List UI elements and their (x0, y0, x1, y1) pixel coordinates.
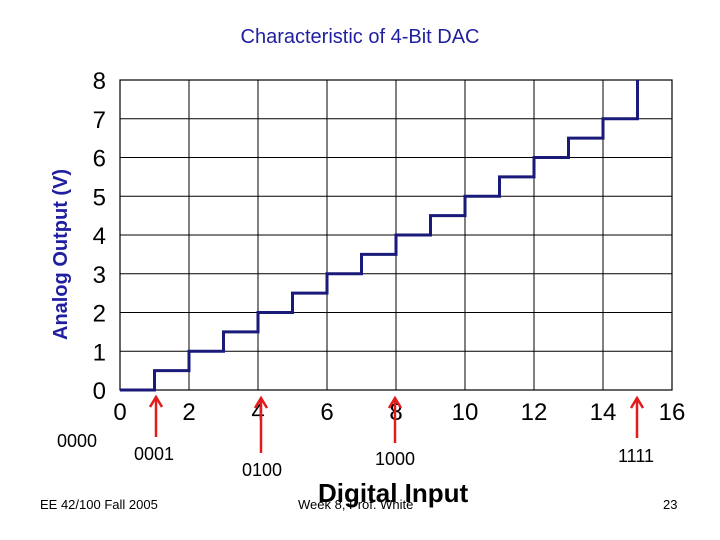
x-tick-label: 12 (521, 399, 548, 426)
y-tick-label: 0 (93, 378, 106, 405)
annotation-arrowhead (387, 395, 403, 409)
x-tick-label: 6 (320, 399, 333, 426)
x-tick-label: 0 (113, 399, 126, 426)
tick-labels: 0246810121416012345678 (93, 68, 686, 426)
y-tick-label: 5 (93, 184, 106, 211)
axes (119, 79, 673, 391)
footer-left: EE 42/100 Fall 2005 (40, 497, 158, 512)
footer-center: Week 8, Prof. White (298, 497, 414, 512)
annotation-label: 1111 (618, 446, 654, 466)
footer-page-number: 23 (663, 497, 678, 512)
series-line (120, 80, 639, 392)
annotation-arrowhead (148, 394, 164, 408)
y-tick-label: 4 (93, 223, 106, 250)
y-tick-label: 3 (93, 262, 106, 289)
y-tick-label: 7 (93, 107, 106, 134)
annotation-label: 0000 (57, 431, 97, 451)
x-tick-label: 16 (659, 399, 686, 426)
x-axis-label: Digital Input (318, 478, 469, 508)
plot-frame (119, 79, 673, 391)
y-tick-label: 8 (93, 68, 106, 95)
chart-title: Characteristic of 4-Bit DAC (240, 26, 480, 48)
y-tick-label: 6 (93, 146, 106, 173)
series-group (119, 80, 639, 392)
annotation-label: 0100 (242, 460, 282, 480)
annotations: 0000 0001 0100 1000 1111 (57, 394, 654, 480)
y-tick-label: 2 (93, 301, 106, 328)
y-tick-label: 1 (93, 339, 106, 366)
x-tick-label: 14 (590, 399, 617, 426)
x-tick-label: 10 (452, 399, 479, 426)
x-tick-label: 2 (182, 399, 195, 426)
annotation-arrowhead (253, 395, 269, 409)
annotation-arrowhead (629, 395, 645, 409)
annotation-label: 0001 (134, 444, 174, 464)
annotation-label: 1000 (375, 449, 415, 469)
